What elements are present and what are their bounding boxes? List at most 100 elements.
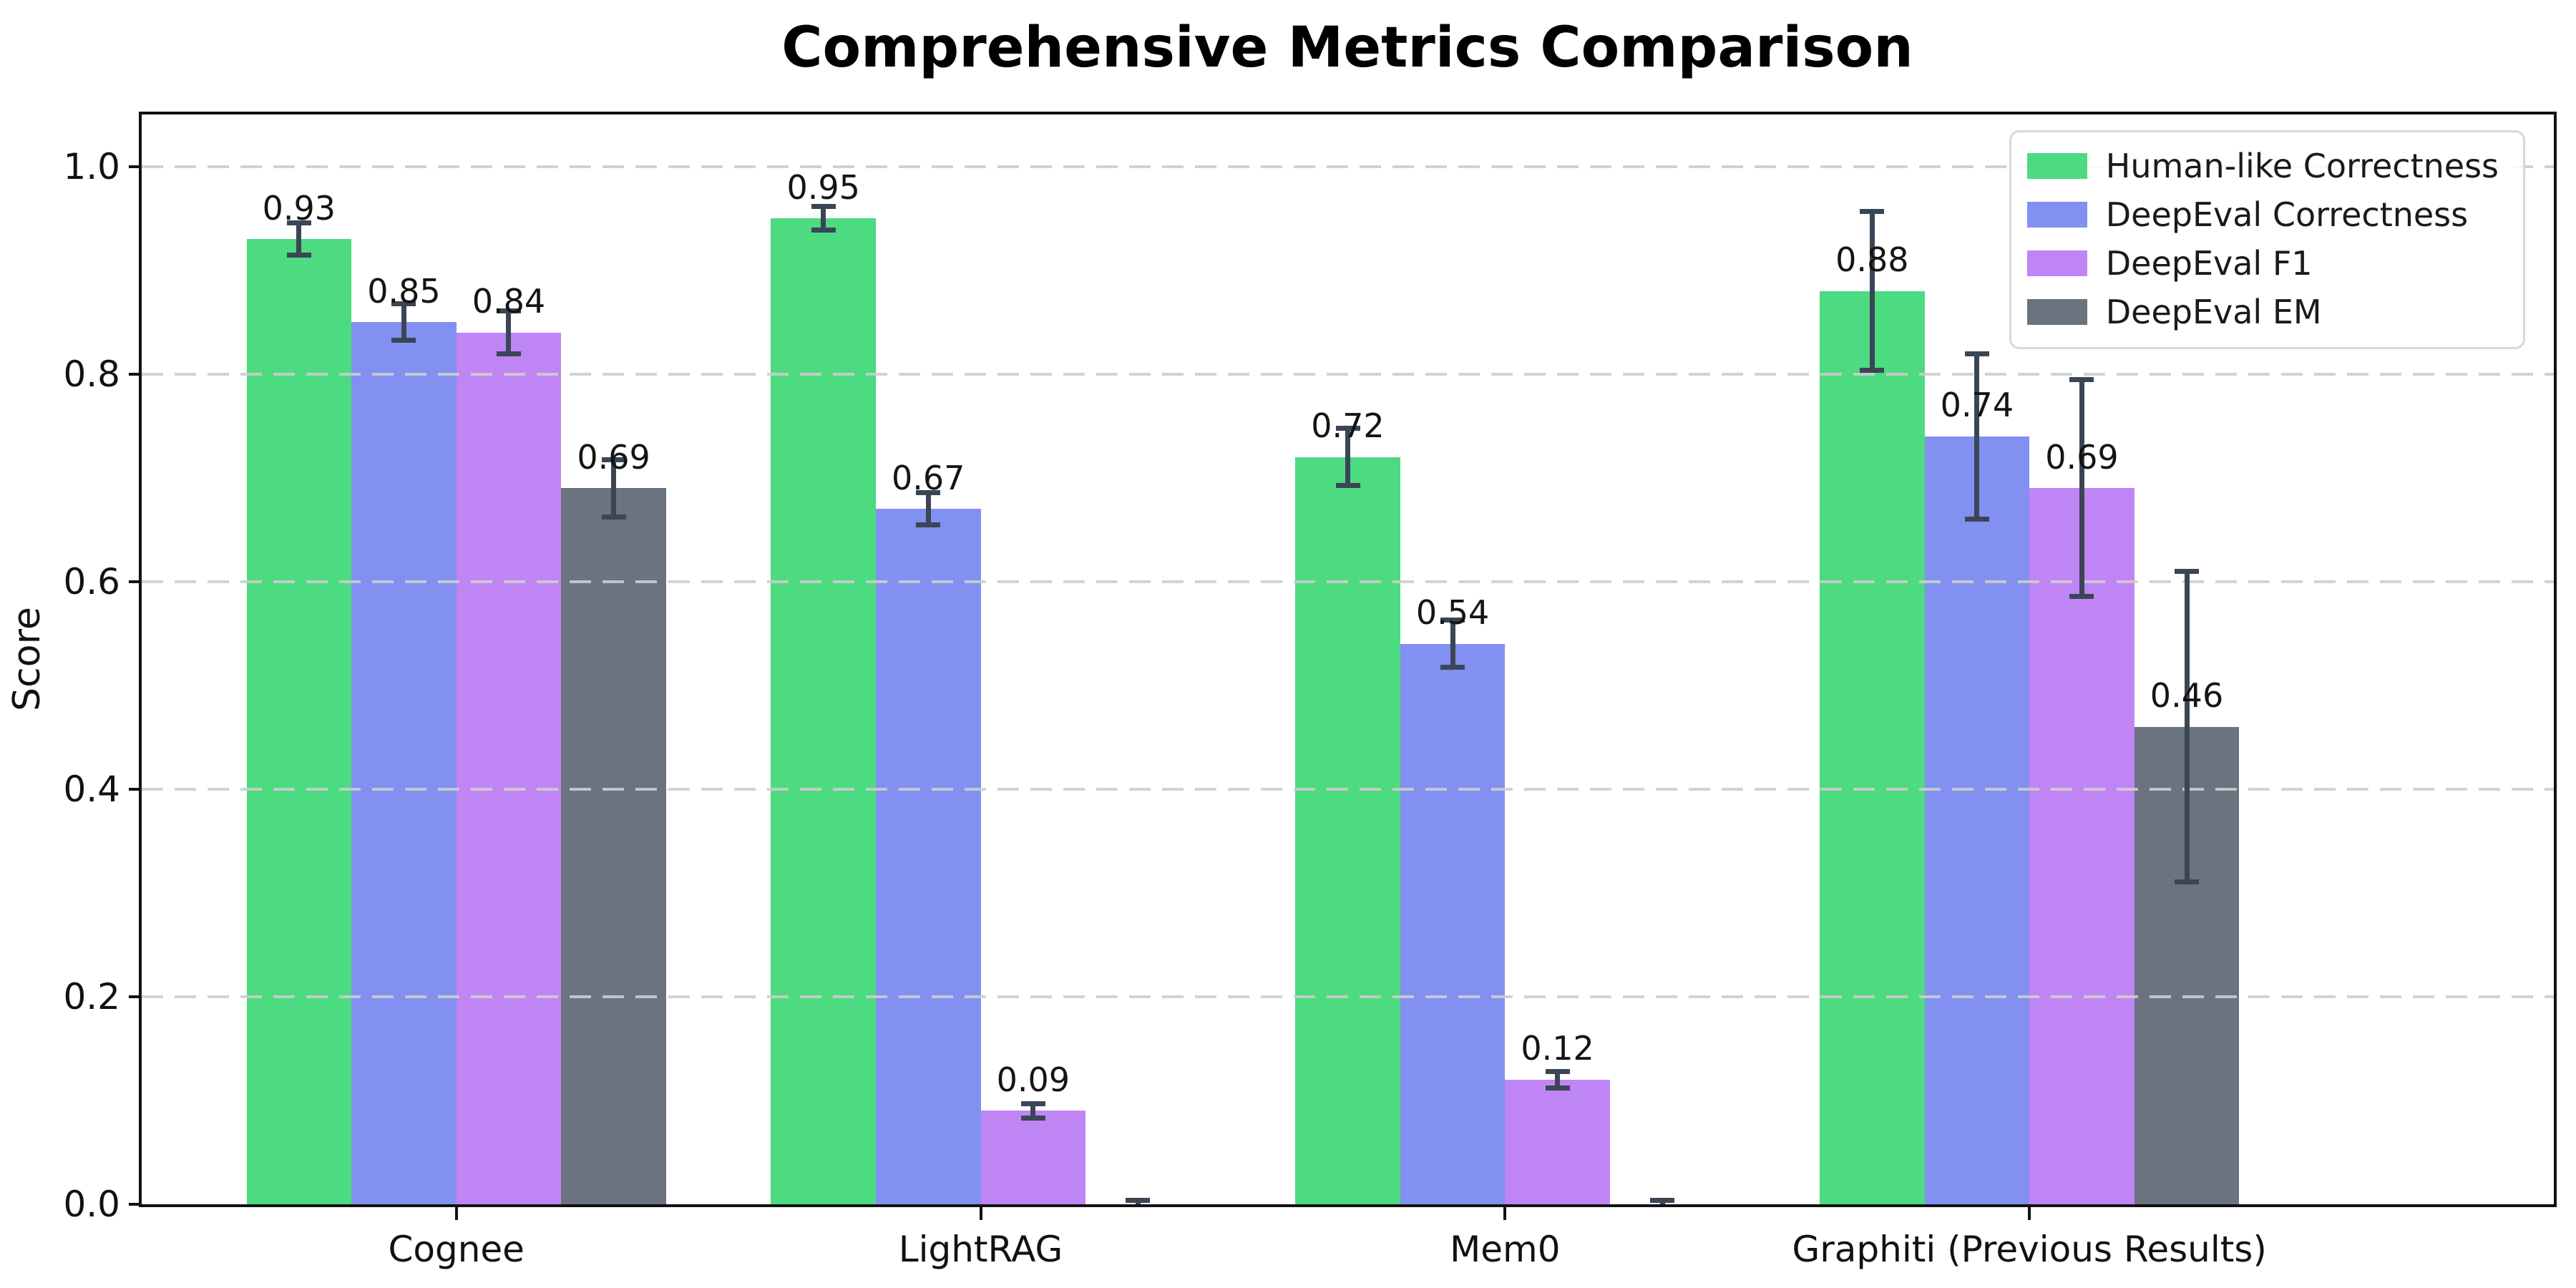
bar-deepeval-correctness-3: [1400, 643, 1506, 1204]
error-bar: [296, 222, 302, 256]
chart-title: Comprehensive Metrics Comparison: [781, 16, 1913, 80]
bar-deepeval-f1-2: [980, 1111, 1086, 1204]
error-bars-layer: [142, 114, 2554, 1204]
y-tick-mark: [129, 1203, 142, 1206]
value-label: 0.67: [892, 458, 965, 497]
legend-item: DeepEval EM: [2026, 290, 2499, 334]
error-bar-cap-top: [601, 457, 626, 462]
bar-deepeval-correctness-4: [1924, 436, 2030, 1204]
error-bar-cap-top: [2175, 569, 2200, 575]
value-label: 0.85: [367, 271, 441, 311]
error-bar-cap-bottom: [1860, 368, 1885, 374]
y-tick-label: 0.6: [63, 560, 120, 602]
y-tick-mark: [129, 995, 142, 998]
error-bar: [1030, 1103, 1036, 1118]
error-bar-cap-top: [391, 301, 416, 306]
y-tick-mark: [129, 372, 142, 376]
error-bar-cap-bottom: [601, 514, 626, 519]
value-label: 0.12: [1521, 1029, 1594, 1068]
error-bar-cap-top: [1964, 351, 1989, 356]
bar-deepeval-correctness-2: [875, 509, 981, 1204]
legend-swatch: [2026, 202, 2087, 228]
error-bar-cap-top: [1335, 426, 1360, 431]
legend: Human-like Correctness DeepEval Correctne…: [2009, 130, 2525, 349]
error-bar-cap-bottom: [496, 351, 521, 357]
grid-line: [142, 787, 2554, 791]
value-label: 0.09: [996, 1060, 1070, 1099]
x-tick-label: LightRAG: [898, 1229, 1063, 1270]
value-label: 0.88: [1835, 240, 1909, 280]
error-bar: [925, 492, 931, 526]
error-bar-cap-top: [1545, 1069, 1570, 1075]
y-tick-label: 0.4: [63, 768, 120, 810]
error-bar: [1450, 620, 1455, 668]
legend-swatch: [2026, 153, 2087, 179]
x-tick-label: Mem0: [1450, 1229, 1561, 1270]
error-bar-cap-top: [1650, 1198, 1675, 1204]
grid-line: [142, 372, 2554, 376]
value-label: 0.84: [472, 282, 546, 321]
error-bar-cap-top: [916, 489, 941, 495]
error-bar: [1974, 353, 1980, 519]
legend-label: DeepEval F1: [2105, 244, 2313, 283]
error-bar: [821, 205, 826, 231]
y-tick-label: 0.2: [63, 975, 120, 1018]
grid-line: [142, 995, 2554, 998]
bar-deepeval-f1-1: [456, 332, 562, 1204]
value-label: 0.93: [262, 188, 336, 228]
y-tick-mark: [129, 580, 142, 583]
value-label: 0.54: [1415, 593, 1490, 633]
error-bar-cap-top: [1440, 618, 1465, 623]
error-bar-cap-top: [811, 203, 836, 209]
error-bar-cap-bottom: [1964, 516, 1989, 522]
error-bar-cap-top: [496, 308, 521, 314]
grid-line: [142, 580, 2554, 583]
error-bar-cap-bottom: [811, 228, 836, 233]
error-bar-cap-bottom: [916, 522, 941, 528]
legend-swatch: [2026, 299, 2087, 325]
x-tick-mark: [454, 1207, 458, 1220]
error-bar: [611, 459, 617, 517]
error-bar-cap-bottom: [2069, 594, 2094, 600]
bar-human-like-correctness-2: [771, 218, 876, 1204]
bar-deepeval-f1-4: [2029, 488, 2135, 1204]
error-bar: [1345, 428, 1350, 487]
error-bar-cap-top: [1020, 1101, 1045, 1107]
error-bar-cap-bottom: [2175, 879, 2200, 885]
value-label: 0.46: [2150, 676, 2224, 716]
error-bar-cap-bottom: [1335, 483, 1360, 489]
error-bar-cap-bottom: [1545, 1085, 1570, 1091]
error-bar: [506, 311, 512, 355]
y-tick-label: 1.0: [63, 145, 120, 187]
value-labels-layer: 0.93 0.95 0.72 0.88 0.85 0.67 0.54 0.74 0.84 0.09…: [142, 114, 2554, 1204]
legend-item: Human-like Correctness: [2026, 144, 2499, 188]
legend-label: Human-like Correctness: [2105, 147, 2499, 185]
bar-deepeval-f1-3: [1505, 1079, 1610, 1204]
x-tick-mark: [979, 1207, 982, 1220]
bar-deepeval-em-1: [561, 488, 666, 1204]
error-bar-cap-bottom: [1440, 665, 1465, 670]
grid-layer: [142, 114, 2554, 1204]
error-bar: [1869, 210, 1875, 371]
y-tick-mark: [129, 165, 142, 168]
legend-item: DeepEval Correctness: [2026, 192, 2499, 237]
value-label: 0.72: [1311, 406, 1385, 446]
bar-deepeval-correctness-1: [351, 322, 457, 1204]
x-tick-mark: [1503, 1207, 1507, 1220]
x-tick-label: Graphiti (Previous Results): [1792, 1229, 2267, 1270]
bar-human-like-correctness-4: [1820, 291, 1925, 1204]
error-bar-cap-bottom: [391, 338, 416, 343]
error-bar-cap-top: [2069, 376, 2094, 382]
error-bar-cap-bottom: [1020, 1115, 1045, 1121]
grid-line: [142, 165, 2554, 168]
error-bar-cap-bottom: [286, 253, 311, 258]
bar-human-like-correctness-1: [246, 239, 352, 1204]
error-bar-cap-top: [1126, 1198, 1151, 1204]
error-bar: [401, 303, 406, 341]
x-tick-mark: [2028, 1207, 2031, 1220]
error-bar: [2079, 379, 2084, 597]
error-bar-cap-top: [1860, 208, 1885, 214]
value-label: 0.95: [786, 167, 860, 207]
y-tick-label: 0.0: [63, 1184, 120, 1225]
